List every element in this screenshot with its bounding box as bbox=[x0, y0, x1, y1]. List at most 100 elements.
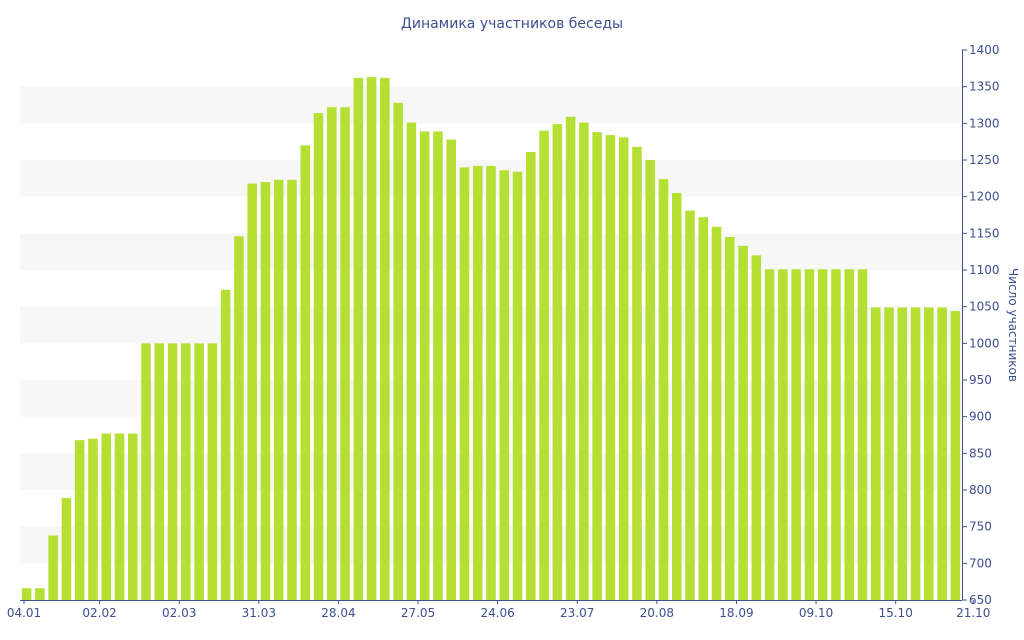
bar bbox=[791, 269, 801, 600]
x-tick-label: 27.05 bbox=[401, 606, 435, 620]
bar bbox=[645, 160, 655, 600]
y-axis: 650 700 750 800 850 900 950 1000 1050 1100 1150 120… bbox=[962, 43, 1000, 607]
bar bbox=[725, 237, 735, 600]
bar bbox=[35, 588, 45, 600]
bar bbox=[512, 171, 523, 601]
bars bbox=[21, 77, 961, 601]
bar bbox=[857, 269, 868, 600]
x-axis: 04.01 02.02 02.03 31.03 28.04 27.05 24.06 23.07… bbox=[7, 600, 990, 620]
bar bbox=[260, 182, 271, 600]
bar bbox=[579, 122, 589, 600]
bar bbox=[101, 433, 112, 600]
bar bbox=[618, 137, 629, 600]
bar bbox=[459, 167, 470, 600]
bar bbox=[897, 307, 908, 600]
bar bbox=[273, 179, 284, 601]
y-tick-label: 900 bbox=[969, 410, 992, 424]
y-tick-label: 1050 bbox=[969, 300, 1000, 314]
x-tick-label: 24.06 bbox=[480, 606, 514, 620]
x-tick-label: 28.04 bbox=[321, 606, 355, 620]
y-tick-label: 750 bbox=[969, 520, 992, 534]
bar bbox=[565, 116, 576, 600]
x-tick-label: 21.10 bbox=[956, 606, 990, 620]
bar bbox=[499, 170, 510, 600]
x-tick-label: 09.10 bbox=[799, 606, 833, 620]
bar bbox=[61, 498, 72, 600]
bar bbox=[88, 438, 98, 600]
x-tick-label: 20.08 bbox=[640, 606, 674, 620]
bar bbox=[937, 307, 947, 600]
bar bbox=[300, 145, 311, 600]
y-tick-label: 650 bbox=[969, 593, 992, 607]
bar bbox=[526, 151, 536, 600]
y-tick-label: 700 bbox=[969, 556, 992, 570]
bar bbox=[419, 131, 430, 600]
bar bbox=[685, 210, 695, 600]
bar bbox=[870, 307, 881, 600]
y-tick-label: 1300 bbox=[969, 116, 1000, 130]
grid-band bbox=[20, 86, 962, 124]
y-tick-label: 800 bbox=[969, 483, 992, 497]
bar bbox=[433, 131, 443, 600]
chart-title: Динамика участников беседы bbox=[401, 16, 623, 32]
bar bbox=[181, 343, 191, 600]
bar bbox=[671, 193, 682, 600]
bar bbox=[406, 122, 417, 600]
bar bbox=[247, 183, 257, 600]
bar bbox=[353, 77, 364, 601]
bar bbox=[366, 77, 377, 600]
bar bbox=[234, 236, 244, 600]
y-axis-label: Число участников bbox=[1006, 268, 1020, 382]
bar bbox=[831, 269, 841, 600]
bar bbox=[74, 440, 85, 600]
bar bbox=[817, 269, 828, 600]
bar bbox=[711, 226, 722, 601]
x-tick-label: 02.03 bbox=[162, 606, 196, 620]
bar bbox=[486, 165, 496, 600]
bar bbox=[778, 269, 788, 600]
bar bbox=[48, 535, 58, 600]
bar bbox=[393, 102, 403, 601]
x-tick-label: 18.09 bbox=[719, 606, 753, 620]
y-tick-label: 1400 bbox=[969, 43, 1000, 57]
x-tick-label: 31.03 bbox=[242, 606, 276, 620]
y-tick-label: 1250 bbox=[969, 153, 1000, 167]
bar bbox=[605, 135, 616, 600]
bar bbox=[632, 146, 642, 601]
bar bbox=[220, 289, 231, 600]
bar bbox=[751, 255, 762, 600]
bar bbox=[924, 307, 934, 600]
bar bbox=[844, 269, 854, 600]
bar bbox=[167, 343, 178, 600]
y-tick-label: 1200 bbox=[969, 190, 1000, 204]
bar bbox=[287, 179, 297, 601]
bar bbox=[194, 343, 204, 600]
y-tick-label: 850 bbox=[969, 446, 992, 460]
bar bbox=[552, 124, 563, 600]
bar bbox=[592, 132, 602, 600]
bar bbox=[658, 179, 669, 600]
bar bbox=[313, 113, 324, 600]
bar bbox=[764, 269, 775, 600]
bar bbox=[207, 343, 218, 600]
bar bbox=[446, 139, 456, 600]
bar bbox=[738, 245, 748, 601]
bar bbox=[154, 343, 165, 600]
bar bbox=[21, 588, 32, 600]
bar bbox=[114, 433, 125, 600]
x-tick-label: 23.07 bbox=[560, 606, 594, 620]
bar bbox=[327, 107, 337, 600]
y-tick-label: 950 bbox=[969, 373, 992, 387]
x-tick-label: 04.01 bbox=[7, 606, 41, 620]
bar bbox=[472, 165, 483, 600]
y-tick-label: 1000 bbox=[969, 336, 1000, 350]
x-tick-label: 15.10 bbox=[878, 606, 912, 620]
x-tick-label: 02.02 bbox=[82, 606, 116, 620]
bar bbox=[539, 130, 549, 601]
bar bbox=[950, 311, 961, 600]
y-tick-label: 1150 bbox=[969, 226, 1000, 240]
y-tick-label: 1100 bbox=[969, 263, 1000, 277]
bar bbox=[380, 77, 390, 601]
